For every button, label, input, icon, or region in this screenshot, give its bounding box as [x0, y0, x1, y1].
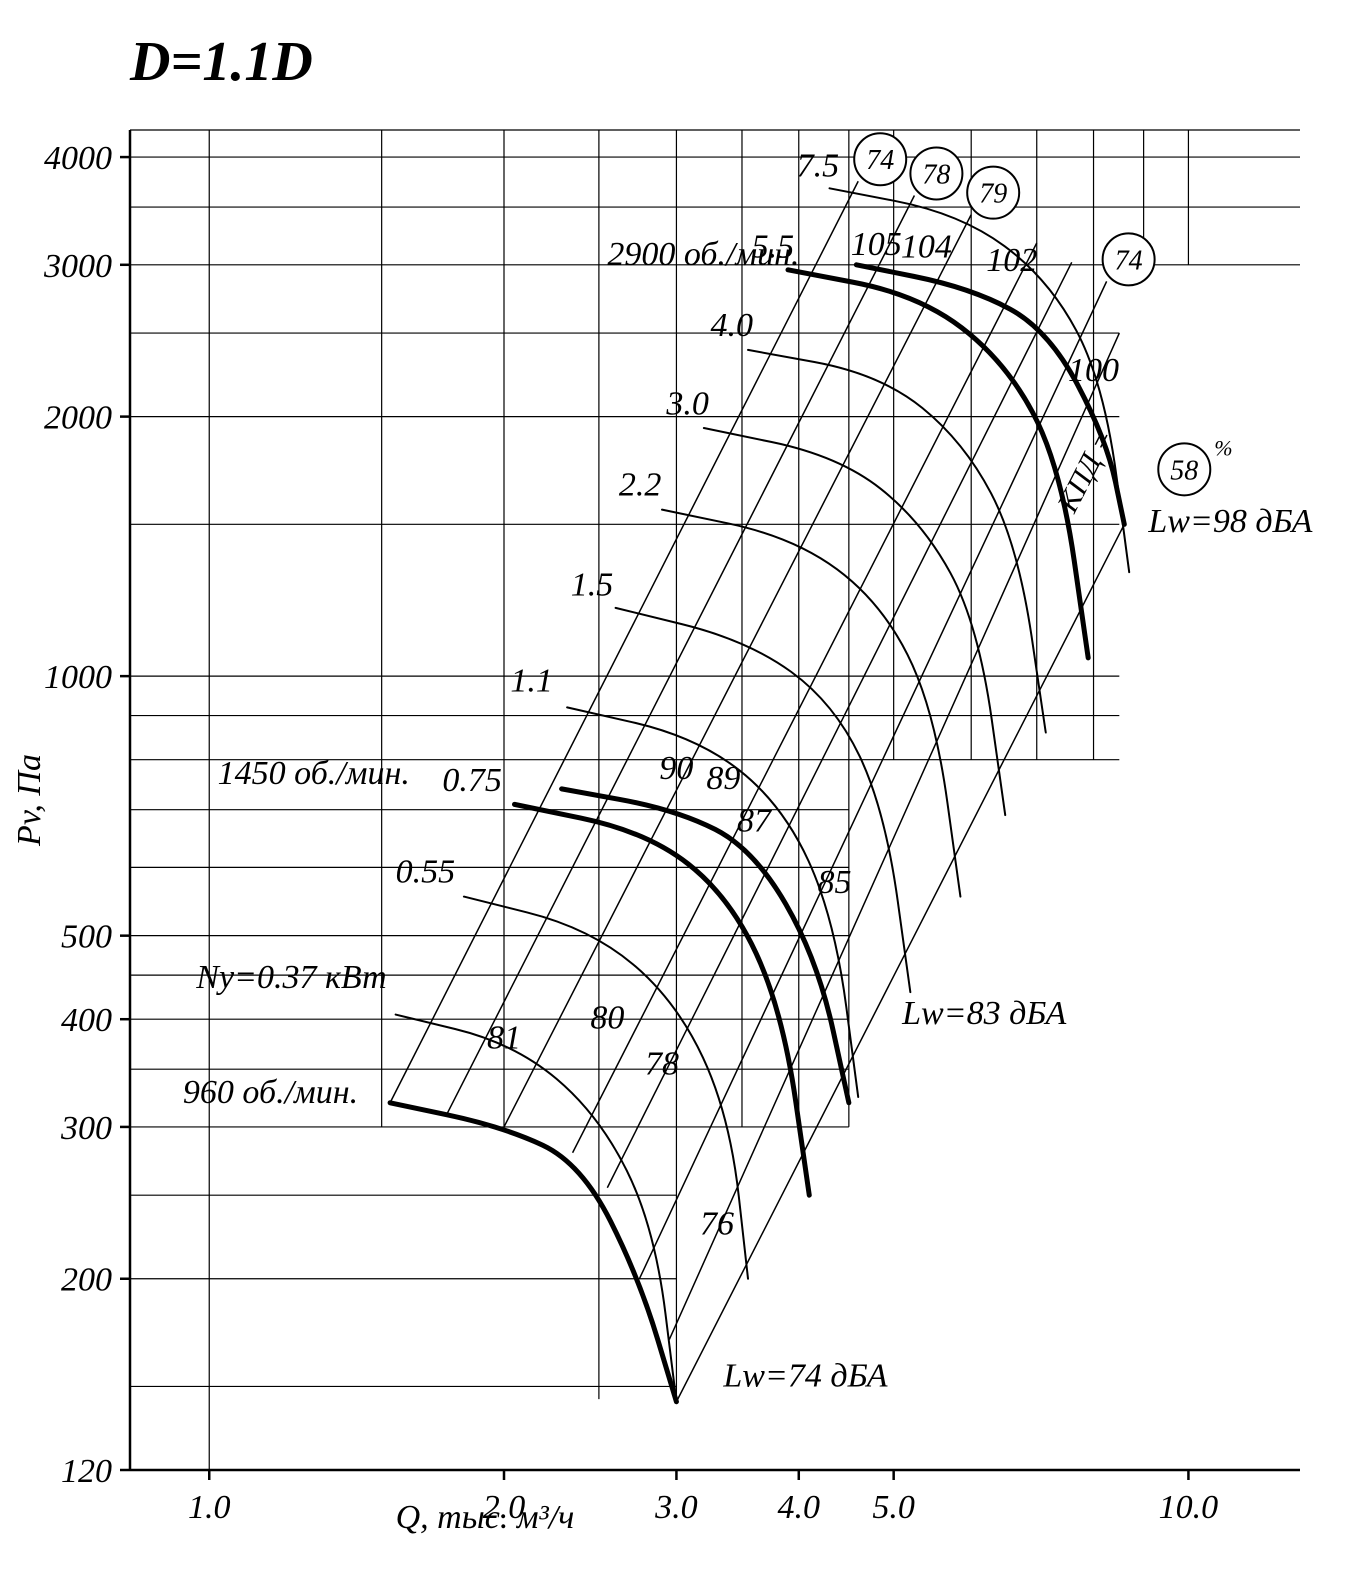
x-tick-label: 1.0 [188, 1489, 231, 1526]
power-label: 0.75 [442, 762, 502, 799]
curve-annotation: 89 [706, 760, 740, 797]
x-tick-label: 5.0 [872, 1489, 915, 1526]
power-label: 4.0 [710, 307, 753, 344]
fan-performance-chart: D=1.1D 120 200 300 400 500 1000 2000 3000 4000 1.0… [0, 0, 1352, 1575]
x-axis-label: Q, тыс. м³/ч [396, 1499, 575, 1536]
power-label: 1.5 [571, 567, 614, 604]
power-label: 2.2 [619, 467, 662, 504]
y-tick-label: 3000 [43, 248, 112, 285]
rpm-label: 1450 об./мин. [218, 755, 410, 792]
y-axis-label: Pv, Па [11, 754, 48, 847]
efficiency-badge-label: 74 [1115, 245, 1143, 276]
noise-label: Lw=83 дБА [901, 995, 1066, 1032]
efficiency-badge-label: 78 [922, 159, 950, 190]
kpd-badge-label: 58 [1170, 455, 1198, 486]
curve-annotation: 76 [700, 1206, 734, 1243]
y-tick-label: 120 [61, 1453, 112, 1490]
y-tick-label: 200 [61, 1262, 112, 1299]
curve-annotation: 105 [851, 226, 902, 263]
rpm-label: 960 об./мин. [183, 1074, 358, 1111]
y-tick-label: 400 [61, 1002, 112, 1039]
y-tick-label: 4000 [44, 140, 112, 177]
curve-annotation: 90 [659, 750, 693, 787]
curve-annotation: 104 [901, 228, 952, 265]
curve-annotation: 100 [1068, 352, 1119, 389]
y-tick-label: 2000 [44, 400, 112, 437]
x-tick-label: 3.0 [654, 1489, 698, 1526]
curve-annotation: 80 [590, 1000, 624, 1037]
curve-annotation: 102 [986, 242, 1037, 279]
power-label: Ny=0.37 кВт [195, 959, 386, 996]
x-tick-label: 4.0 [778, 1489, 821, 1526]
power-label: 7.5 [797, 147, 840, 184]
chart-title: D=1.1D [129, 31, 313, 93]
y-tick-label: 300 [60, 1110, 112, 1147]
y-tick-label: 1000 [44, 659, 112, 696]
curve-annotation: 87 [737, 803, 773, 840]
kpd-percent: % [1214, 435, 1232, 460]
y-tick-label: 500 [61, 919, 112, 956]
efficiency-badge-label: 79 [979, 179, 1007, 210]
noise-label: Lw=98 дБА [1147, 503, 1312, 540]
noise-label: Lw=74 дБА [722, 1357, 887, 1394]
curve-annotation: 85 [817, 864, 851, 901]
power-label: 0.55 [396, 854, 456, 891]
power-label: 1.1 [510, 662, 553, 699]
power-label: 3.0 [665, 386, 709, 423]
efficiency-badge-label: 74 [866, 145, 894, 176]
rpm-label: 2900 об./мин. [607, 236, 799, 273]
curve-annotation: 81 [487, 1019, 521, 1056]
x-tick-label: 10.0 [1159, 1489, 1219, 1526]
curve-annotation: 78 [645, 1046, 679, 1083]
